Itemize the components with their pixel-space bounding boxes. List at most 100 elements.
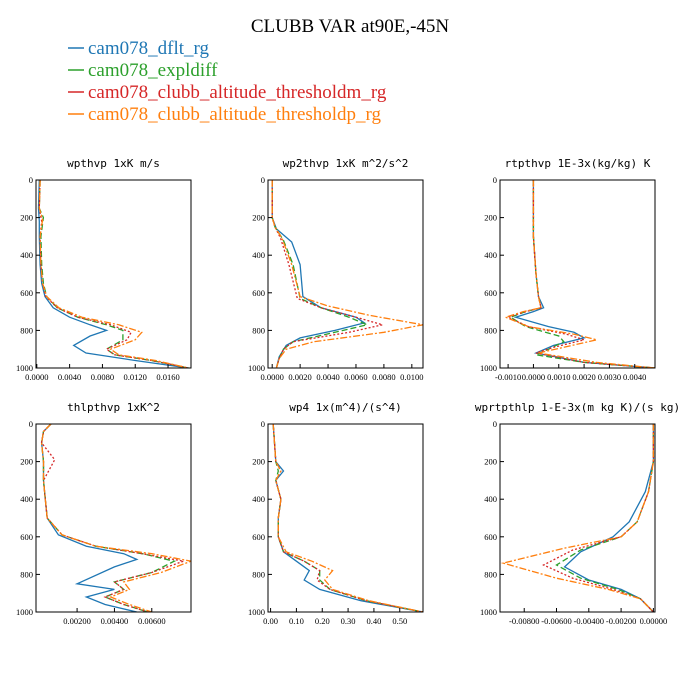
y-tick-label-0-2: 400: [20, 250, 33, 260]
series-line-3-3: [40, 424, 191, 612]
y-tick-label-4-2: 400: [252, 494, 265, 504]
y-tick-label-5-0: 0: [493, 419, 497, 429]
series-line-0-1: [38, 180, 189, 368]
x-tick-label-0-1: 0.0040: [58, 372, 81, 382]
x-tick-label-0-3: 0.0120: [124, 372, 147, 382]
series-line-3-1: [40, 424, 177, 612]
series-line-4-1: [272, 424, 423, 612]
y-tick-label-4-1: 200: [252, 457, 265, 467]
x-tick-label-1-3: 0.0060: [344, 372, 367, 382]
panel-1: wp2thvp 1xK m^2/s^2020040060080010000.00…: [248, 157, 424, 382]
y-tick-label-4-5: 1000: [248, 607, 265, 617]
panel-frame-4: [267, 423, 424, 613]
legend-label-1: cam078_expldiff: [88, 60, 218, 81]
series-line-3-0: [40, 424, 139, 612]
x-tick-label-2-5: 0.0040: [623, 372, 646, 382]
series-line-4-3: [272, 424, 423, 612]
x-tick-label-0-2: 0.0080: [91, 372, 114, 382]
legend: cam078_dflt_rgcam078_expldiffcam078_club…: [68, 38, 387, 125]
y-tick-label-2-2: 400: [484, 250, 497, 260]
x-tick-label-2-0: -0.0010: [495, 372, 521, 382]
panel-2: rtpthvp 1E-3x(kg/kg) K 0 200 400 600 800 1000-…: [480, 157, 656, 382]
panel-title-5: wprtpthlp 1-E-3x(m kg K)/(s kg): [475, 401, 680, 414]
series-line-4-2: [272, 424, 423, 612]
panel-frame-5: [499, 423, 656, 613]
y-tick-label-0-1: 200: [20, 213, 33, 223]
panel-5: wprtpthlp 1-E-3x(m kg K)/(s kg) 0 200 400 60…: [475, 401, 680, 626]
y-tick-label-3-3: 600: [20, 532, 33, 542]
x-tick-label-5-2: -0.00400: [574, 616, 604, 626]
y-tick-label-2-5: 1000: [480, 363, 497, 373]
x-tick-label-1-4: 0.0080: [372, 372, 395, 382]
x-tick-label-1-5: 0.0100: [400, 372, 423, 382]
series-line-3-2: [40, 424, 187, 612]
x-tick-label-4-1: 0.10: [289, 616, 304, 626]
y-tick-label-5-2: 400: [484, 494, 497, 504]
series-line-1-3: [271, 180, 423, 368]
series-line-0-3: [38, 180, 189, 368]
y-tick-label-3-1: 200: [20, 457, 33, 467]
panel-title-0: wpthvp 1xK m/s: [67, 157, 160, 170]
x-tick-label-1-2: 0.0040: [316, 372, 339, 382]
x-tick-label-5-1: -0.00600: [541, 616, 571, 626]
y-tick-label-1-4: 800: [252, 325, 265, 335]
panel-title-1: wp2thvp 1xK m^2/s^2: [283, 157, 409, 170]
panel-title-2: rtpthvp 1E-3x(kg/kg) K: [505, 157, 651, 170]
x-tick-label-2-3: 0.0020: [572, 372, 595, 382]
x-tick-label-4-3: 0.30: [341, 616, 356, 626]
x-tick-label-1-1: 0.0020: [288, 372, 311, 382]
series-line-5-0: [563, 424, 655, 612]
panel-frame-0: [35, 179, 192, 369]
y-tick-label-1-3: 600: [252, 288, 265, 298]
y-tick-label-3-5: 1000: [16, 607, 33, 617]
series-line-2-1: [509, 180, 655, 368]
y-tick-label-5-3: 600: [484, 532, 497, 542]
x-tick-label-2-2: 0.0010: [547, 372, 570, 382]
y-tick-label-2-0: 0: [493, 175, 497, 185]
y-tick-label-5-1: 200: [484, 457, 497, 467]
y-tick-label-4-3: 600: [252, 532, 265, 542]
x-tick-label-2-4: 0.0030: [598, 372, 621, 382]
x-tick-label-5-0: -0.00800: [509, 616, 539, 626]
x-tick-label-4-4: 0.40: [366, 616, 381, 626]
x-tick-label-4-0: 0.00: [263, 616, 278, 626]
x-tick-label-5-4: 0.00000: [640, 616, 668, 626]
y-tick-label-2-1: 200: [484, 213, 497, 223]
x-tick-label-0-4: 0.0160: [156, 372, 179, 382]
panel-title-4: wp4 1x(m^4)/(s^4): [289, 401, 402, 414]
y-tick-label-2-4: 800: [484, 325, 497, 335]
panel-3: thlpthvp 1xK^2 0 200 400 600 800 1000 0.00200 0.…: [16, 401, 192, 626]
x-tick-label-3-2: 0.00600: [138, 616, 166, 626]
x-tick-label-3-0: 0.00200: [63, 616, 91, 626]
y-tick-label-5-4: 800: [484, 569, 497, 579]
figure-title: CLUBB VAR at90E,-45N: [251, 16, 450, 37]
x-tick-label-0-0: 0.0000: [25, 372, 48, 382]
legend-label-2: cam078_clubb_altitude_thresholdm_rg: [88, 82, 387, 103]
y-tick-label-4-0: 0: [261, 419, 265, 429]
y-tick-label-0-0: 0: [29, 175, 33, 185]
legend-label-0: cam078_dflt_rg: [88, 38, 210, 59]
series-line-5-3: [500, 424, 655, 612]
series-line-2-3: [503, 180, 655, 368]
y-tick-label-0-5: 1000: [16, 363, 33, 373]
x-tick-label-1-0: 0.0000: [261, 372, 284, 382]
panel-frame-1: [267, 179, 424, 369]
series-line-1-0: [271, 180, 366, 368]
y-tick-label-0-4: 800: [20, 325, 33, 335]
y-tick-label-4-4: 800: [252, 569, 265, 579]
series-line-0-0: [37, 180, 189, 368]
y-tick-label-2-3: 600: [484, 288, 497, 298]
x-tick-label-2-1: 0.0000: [522, 372, 545, 382]
series-line-0-2: [38, 180, 189, 368]
x-tick-label-5-3: -0.00200: [606, 616, 636, 626]
panel-frame-3: [35, 423, 192, 613]
y-tick-label-1-2: 400: [252, 250, 265, 260]
y-tick-label-1-0: 0: [261, 175, 265, 185]
panel-title-3: thlpthvp 1xK^2: [67, 401, 160, 414]
y-tick-label-3-0: 0: [29, 419, 33, 429]
panel-frame-2: [499, 179, 656, 369]
